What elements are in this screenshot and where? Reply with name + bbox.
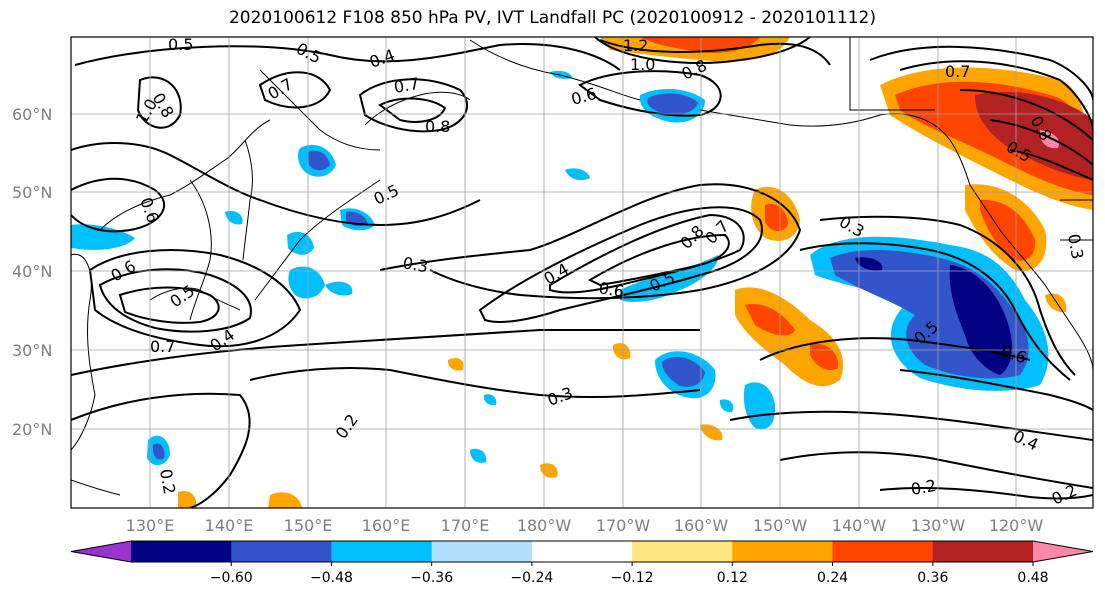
contour-label: 0.3 (401, 253, 429, 276)
lon-label-150w: 150°W (753, 516, 808, 535)
lon-label-180w: 180°W (517, 516, 572, 535)
longitude-labels: 130°E 140°E 150°E 160°E 170°E 180°W 170°… (126, 516, 1044, 535)
colorbar-swatch (732, 541, 834, 562)
colorbar-swatch (231, 541, 332, 562)
contour-label: 0.7 (392, 74, 420, 97)
lat-label-60n: 60°N (12, 105, 52, 124)
colorbar-swatch (632, 541, 733, 562)
colorbar-tick-label: −0.60 (210, 570, 253, 586)
map-title: 2020100612 F108 850 hPa PV, IVT Landfall… (228, 8, 876, 28)
colorbar: −0.60 −0.48 −0.36 −0.24 −0.12 0.12 0.24 0.36 0.4… (70, 540, 1094, 586)
colorbar-swatch (932, 541, 1034, 562)
colorbar-extend-max (1033, 541, 1093, 562)
colorbar-swatch (531, 541, 633, 562)
contour-label: 0.2 (156, 467, 179, 495)
coastlines (71, 37, 1093, 496)
lat-label-30n: 30°N (12, 341, 52, 360)
pv-contours (71, 37, 1093, 508)
contour-label: 0.7 (150, 337, 175, 356)
lon-label-150e: 150°E (284, 516, 333, 535)
contour-label: 0.2 (909, 476, 937, 499)
lon-label-170w: 170°W (596, 516, 651, 535)
latitude-labels: 60°N 50°N 40°N 30°N 20°N (12, 105, 52, 439)
contour-label: 0.6 (597, 278, 625, 301)
colorbar-swatch (431, 541, 533, 562)
lon-label-120w: 120°W (989, 516, 1044, 535)
lon-label-140e: 140°E (205, 516, 254, 535)
lon-label-160e: 160°E (362, 516, 411, 535)
colorbar-outline (70, 540, 1094, 563)
lon-label-160w: 160°W (674, 516, 729, 535)
lat-label-40n: 40°N (12, 262, 52, 281)
contour-label: 1.2 (623, 36, 648, 55)
contour-label: 0.8 (425, 117, 450, 136)
colorbar-swatch (331, 541, 433, 562)
contour-label: 0.3 (1064, 232, 1087, 260)
colorbar-tick-label: 0.48 (1017, 570, 1048, 586)
colorbar-tick-label: 0.36 (917, 570, 948, 586)
contour-label: 1.0 (630, 55, 655, 74)
lon-label-130e: 130°E (126, 516, 175, 535)
colorbar-tick-label: −0.48 (310, 570, 353, 586)
lon-label-140w: 140°W (832, 516, 887, 535)
colorbar-tick-label: 0.12 (717, 570, 748, 586)
lat-label-50n: 50°N (12, 183, 52, 202)
lon-label-130w: 130°W (911, 516, 966, 535)
colorbar-swatch (832, 541, 934, 562)
colorbar-tick-label: −0.24 (510, 570, 553, 586)
lon-label-170e: 170°E (441, 516, 490, 535)
map-frame (70, 36, 1094, 509)
colorbar-swatch (131, 541, 232, 562)
lat-label-20n: 20°N (12, 420, 52, 439)
graticule (71, 37, 1093, 508)
colorbar-tick-label: 0.24 (817, 570, 848, 586)
contour-label: 0.5 (168, 35, 193, 54)
contour-label: 0.7 (945, 62, 970, 81)
colorbar-extend-min (71, 541, 131, 562)
colorbar-tick-label: −0.12 (611, 570, 654, 586)
colorbar-tick-label: −0.36 (410, 570, 453, 586)
